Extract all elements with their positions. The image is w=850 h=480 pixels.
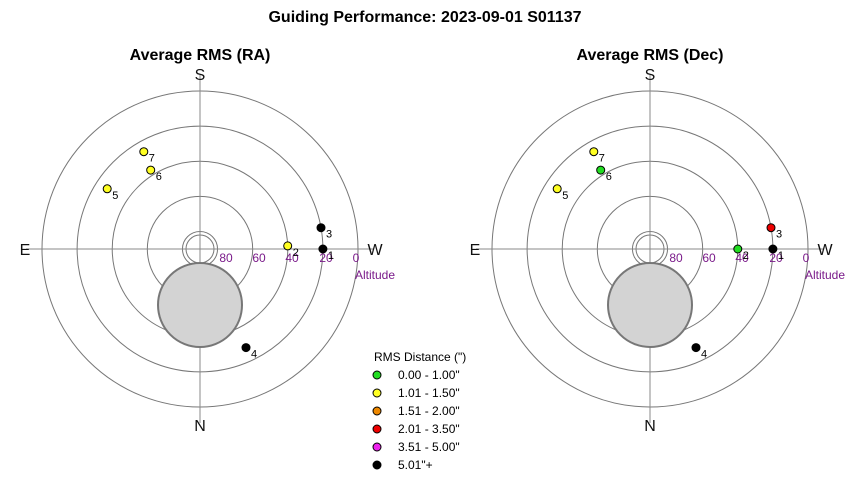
altitude-axis-label-ra: Altitude bbox=[355, 268, 395, 282]
legend-item-5: 5.01"+ bbox=[398, 458, 433, 472]
point-label-5-ra: 5 bbox=[112, 190, 118, 202]
point-label-1-dec: 1 bbox=[778, 250, 784, 262]
point-label-4-ra: 4 bbox=[251, 349, 257, 361]
data-point-7-dec bbox=[589, 147, 599, 157]
point-label-6-ra: 6 bbox=[156, 171, 162, 183]
direction-left-dec: E bbox=[470, 242, 481, 259]
data-point-5-ra bbox=[102, 184, 112, 194]
direction-right-dec: W bbox=[817, 242, 833, 259]
legend-item-3: 2.01 - 3.50" bbox=[398, 422, 460, 436]
legend-title: RMS Distance (") bbox=[374, 350, 466, 364]
moon-disk-dec bbox=[607, 262, 693, 348]
altitude-tick-80-dec: 80 bbox=[669, 251, 683, 265]
direction-bottom-dec: N bbox=[644, 418, 656, 435]
data-point-2-ra bbox=[283, 241, 293, 251]
moon-disk-ra bbox=[157, 262, 243, 348]
legend-swatch-1 bbox=[372, 388, 382, 398]
data-point-6-ra bbox=[146, 165, 156, 175]
legend-swatch-3 bbox=[372, 424, 382, 434]
direction-left-ra: E bbox=[20, 242, 31, 259]
legend-swatch-2 bbox=[372, 406, 382, 416]
data-point-4-ra bbox=[241, 343, 251, 353]
point-label-6-dec: 6 bbox=[606, 171, 612, 183]
data-point-1-ra bbox=[318, 244, 328, 254]
point-label-1-ra: 1 bbox=[328, 250, 334, 262]
point-label-7-ra: 7 bbox=[149, 153, 155, 165]
point-label-3-ra: 3 bbox=[326, 229, 332, 241]
plot-title-dec: Average RMS (Dec) bbox=[576, 47, 723, 64]
point-label-7-dec: 7 bbox=[599, 153, 605, 165]
data-point-6-dec bbox=[596, 165, 606, 175]
data-point-4-dec bbox=[691, 343, 701, 353]
altitude-tick-0-dec: 0 bbox=[803, 251, 810, 265]
plot-title-ra: Average RMS (RA) bbox=[130, 47, 271, 64]
point-label-2-dec: 2 bbox=[743, 250, 749, 262]
data-point-5-dec bbox=[552, 184, 562, 194]
data-point-1-dec bbox=[768, 244, 778, 254]
point-label-5-dec: 5 bbox=[562, 190, 568, 202]
altitude-tick-60-ra: 60 bbox=[252, 251, 266, 265]
altitude-axis-label-dec: Altitude bbox=[805, 268, 845, 282]
data-point-3-ra bbox=[316, 223, 326, 233]
direction-top-ra: S bbox=[195, 67, 206, 84]
data-point-7-ra bbox=[139, 147, 149, 157]
altitude-tick-20-dec: 20 bbox=[769, 251, 783, 265]
legend-item-1: 1.01 - 1.50" bbox=[398, 386, 460, 400]
data-point-2-dec bbox=[733, 244, 743, 254]
altitude-tick-80-ra: 80 bbox=[219, 251, 233, 265]
legend-swatch-5 bbox=[372, 460, 382, 470]
direction-right-ra: W bbox=[367, 242, 383, 259]
legend-swatch-4 bbox=[372, 442, 382, 452]
direction-bottom-ra: N bbox=[194, 418, 206, 435]
altitude-tick-40-ra: 40 bbox=[285, 251, 299, 265]
point-label-4-dec: 4 bbox=[701, 349, 707, 361]
point-label-3-dec: 3 bbox=[776, 229, 782, 241]
data-point-3-dec bbox=[766, 223, 776, 233]
legend-item-4: 3.51 - 5.00" bbox=[398, 440, 460, 454]
legend-swatch-0 bbox=[372, 370, 382, 380]
chart-main-title: Guiding Performance: 2023-09-01 S01137 bbox=[268, 9, 582, 26]
point-label-2-ra: 2 bbox=[293, 247, 299, 259]
legend-item-0: 0.00 - 1.00" bbox=[398, 368, 460, 382]
altitude-tick-20-ra: 20 bbox=[319, 251, 333, 265]
legend-item-2: 1.51 - 2.00" bbox=[398, 404, 460, 418]
altitude-tick-0-ra: 0 bbox=[353, 251, 360, 265]
direction-top-dec: S bbox=[645, 67, 656, 84]
altitude-tick-60-dec: 60 bbox=[702, 251, 716, 265]
altitude-tick-40-dec: 40 bbox=[735, 251, 749, 265]
